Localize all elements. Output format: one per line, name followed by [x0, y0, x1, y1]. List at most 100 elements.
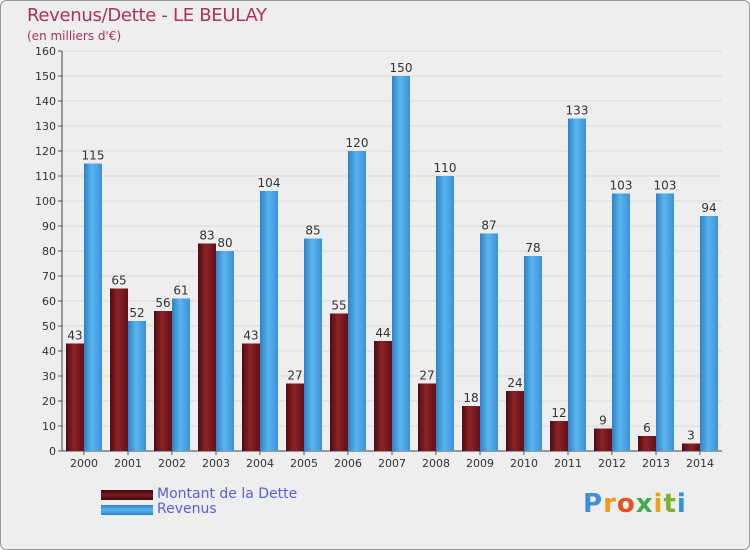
data-label-revenue-2013: 103 — [654, 179, 677, 193]
bar-debt-2012 — [594, 428, 612, 451]
x-tick-label: 2003 — [202, 457, 230, 470]
bar-debt-2009 — [462, 406, 480, 451]
data-label-debt-2005: 27 — [287, 369, 302, 383]
x-tick-label: 2002 — [158, 457, 186, 470]
bar-revenue-2005 — [304, 238, 322, 451]
y-tick-label: 20 — [42, 395, 56, 408]
y-tick-label: 130 — [35, 120, 56, 133]
data-label-revenue-2002: 61 — [173, 284, 188, 298]
data-label-debt-2001: 65 — [111, 274, 126, 288]
legend-swatch-debt — [101, 490, 153, 500]
bar-revenue-2011 — [568, 118, 586, 451]
y-tick-label: 0 — [49, 445, 56, 458]
data-label-revenue-2005: 85 — [305, 224, 320, 238]
y-tick-label: 50 — [42, 320, 56, 333]
data-label-debt-2000: 43 — [67, 329, 82, 343]
bar-debt-2003 — [198, 243, 216, 451]
bar-debt-2005 — [286, 383, 304, 451]
bar-revenue-2000 — [84, 163, 102, 451]
data-label-debt-2014: 3 — [687, 429, 695, 443]
y-tick-label: 120 — [35, 145, 56, 158]
x-tick-label: 2004 — [246, 457, 274, 470]
x-tick-label: 2010 — [510, 457, 538, 470]
bar-revenue-2002 — [172, 298, 190, 451]
y-tick-label: 140 — [35, 95, 56, 108]
x-tick-label: 2011 — [554, 457, 582, 470]
bar-revenue-2008 — [436, 176, 454, 451]
y-tick-label: 60 — [42, 295, 56, 308]
y-tick-label: 100 — [35, 195, 56, 208]
y-tick-label: 70 — [42, 270, 56, 283]
x-tick-label: 2007 — [378, 457, 406, 470]
data-label-debt-2011: 12 — [551, 406, 566, 420]
bar-revenue-2014 — [700, 216, 718, 451]
bar-revenue-2001 — [128, 321, 146, 451]
y-tick-label: 90 — [42, 220, 56, 233]
data-label-debt-2008: 27 — [419, 369, 434, 383]
data-label-revenue-2012: 103 — [610, 179, 633, 193]
bar-debt-2013 — [638, 436, 656, 451]
bar-revenue-2009 — [480, 233, 498, 451]
bar-debt-2006 — [330, 313, 348, 451]
legend-label-revenue: Revenus — [157, 501, 217, 517]
data-label-revenue-2010: 78 — [525, 241, 540, 255]
data-label-revenue-2008: 110 — [434, 161, 457, 175]
x-tick-label: 2012 — [598, 457, 626, 470]
bar-revenue-2007 — [392, 76, 410, 451]
bar-debt-2011 — [550, 421, 568, 451]
bars — [66, 76, 718, 451]
bar-debt-2004 — [242, 343, 260, 451]
data-label-revenue-2009: 87 — [481, 219, 496, 233]
proxiti-logo: Proxiti — [583, 489, 687, 519]
chart-subtitle: (en milliers d'€) — [27, 29, 122, 43]
data-label-revenue-2007: 150 — [390, 61, 413, 75]
bar-revenue-2012 — [612, 193, 630, 451]
data-label-debt-2012: 9 — [599, 414, 607, 428]
data-label-revenue-2011: 133 — [566, 104, 589, 118]
data-label-debt-2003: 83 — [199, 229, 214, 243]
x-tick-label: 2005 — [290, 457, 318, 470]
x-tick-label: 2013 — [642, 457, 670, 470]
bar-revenue-2004 — [260, 191, 278, 451]
data-label-debt-2004: 43 — [243, 329, 258, 343]
bar-debt-2010 — [506, 391, 524, 451]
data-label-revenue-2000: 115 — [82, 149, 105, 163]
x-tick-label: 2001 — [114, 457, 142, 470]
bar-debt-2002 — [154, 311, 172, 451]
bar-revenue-2013 — [656, 193, 674, 451]
chart-title: Revenus/Dette - LE BEULAY — [27, 5, 267, 26]
bar-debt-2007 — [374, 341, 392, 451]
data-label-debt-2006: 55 — [331, 299, 346, 313]
legend-swatch-revenue — [101, 505, 153, 515]
data-label-revenue-2003: 80 — [217, 236, 232, 250]
bar-debt-2014 — [682, 443, 700, 451]
bar-debt-2008 — [418, 383, 436, 451]
x-tick-label: 2009 — [466, 457, 494, 470]
data-label-revenue-2006: 120 — [346, 136, 369, 150]
legend-label-debt: Montant de la Dette — [157, 486, 298, 502]
x-tick-label: 2006 — [334, 457, 362, 470]
bar-debt-2000 — [66, 343, 84, 451]
data-label-revenue-2004: 104 — [258, 176, 281, 190]
x-tick-label: 2008 — [422, 457, 450, 470]
bar-revenue-2010 — [524, 256, 542, 451]
data-label-debt-2013: 6 — [643, 421, 651, 435]
data-label-revenue-2001: 52 — [129, 306, 144, 320]
bar-revenue-2006 — [348, 151, 366, 451]
data-label-debt-2007: 44 — [375, 326, 390, 340]
x-tick-label: 2014 — [686, 457, 714, 470]
bar-revenue-2003 — [216, 251, 234, 451]
bar-debt-2001 — [110, 288, 128, 451]
data-label-revenue-2014: 94 — [701, 201, 716, 215]
y-tick-label: 40 — [42, 345, 56, 358]
data-label-debt-2002: 56 — [155, 296, 170, 310]
y-tick-label: 150 — [35, 70, 56, 83]
data-label-debt-2010: 24 — [507, 376, 522, 390]
y-tick-label: 10 — [42, 420, 56, 433]
y-tick-label: 80 — [42, 245, 56, 258]
y-tick-label: 30 — [42, 370, 56, 383]
y-tick-label: 160 — [35, 45, 56, 58]
